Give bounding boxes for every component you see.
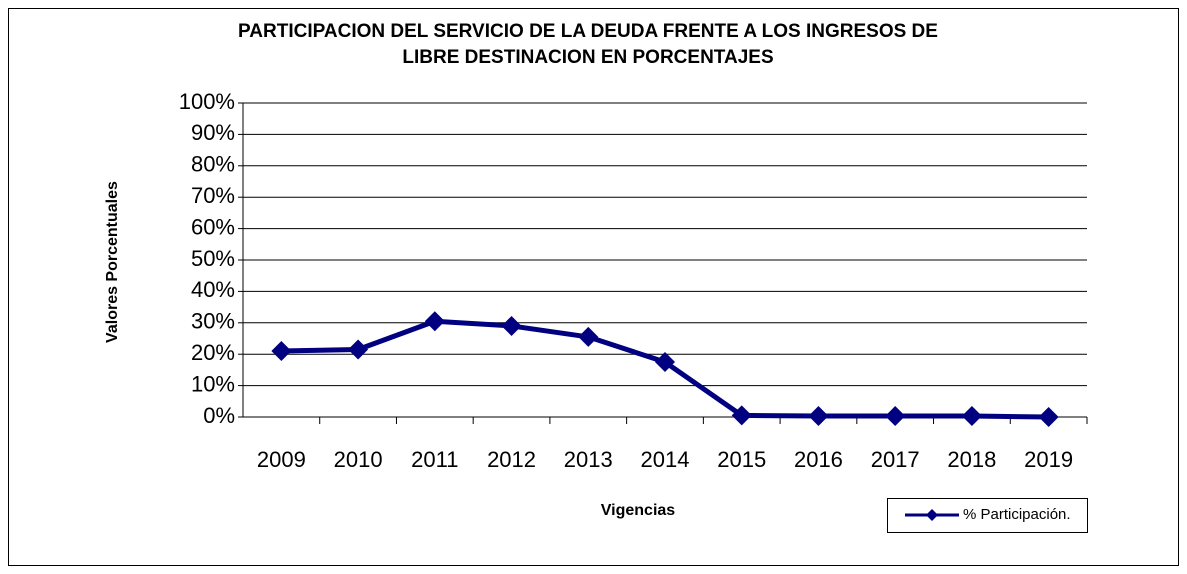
y-tick-label: 20% xyxy=(191,340,235,365)
x-tick-label: 2014 xyxy=(641,447,690,472)
y-tick-label: 70% xyxy=(191,183,235,208)
x-tick-label: 2010 xyxy=(334,447,383,472)
chart-border xyxy=(8,8,1179,566)
x-tick-label: 2018 xyxy=(947,447,996,472)
y-tick-label: 90% xyxy=(191,120,235,145)
y-tick-label: 100% xyxy=(179,89,235,114)
y-tick-label: 40% xyxy=(191,277,235,302)
marker xyxy=(655,352,675,373)
y-tick-label: 0% xyxy=(203,403,235,428)
x-tick-label: 2017 xyxy=(871,447,920,472)
y-tick-label: 80% xyxy=(191,152,235,177)
x-tick-label: 2012 xyxy=(487,447,536,472)
legend-marker xyxy=(926,509,938,521)
y-tick-label: 50% xyxy=(191,246,235,271)
x-axis-label: Vigencias xyxy=(601,502,676,519)
marker xyxy=(578,326,599,347)
y-tick-label: 10% xyxy=(191,371,235,396)
marker xyxy=(1038,407,1059,427)
chart-title: LIBRE DESTINACION EN PORCENTAJES xyxy=(402,47,773,68)
marker xyxy=(501,315,522,336)
marker xyxy=(348,339,369,360)
marker xyxy=(731,405,752,426)
y-axis-label: Valores Porcentuales xyxy=(104,181,121,343)
y-tick-label: 30% xyxy=(191,309,235,334)
x-tick-label: 2015 xyxy=(717,447,766,472)
chart-title: PARTICIPACION DEL SERVICIO DE LA DEUDA F… xyxy=(238,21,938,42)
x-tick-label: 2019 xyxy=(1024,447,1073,472)
x-tick-label: 2011 xyxy=(411,447,458,472)
x-tick-label: 2009 xyxy=(257,447,306,472)
y-tick-label: 60% xyxy=(191,214,235,239)
marker xyxy=(271,341,292,362)
marker xyxy=(808,406,829,427)
legend-label: % Participación. xyxy=(963,506,1071,523)
marker xyxy=(961,406,982,427)
x-tick-label: 2013 xyxy=(564,447,613,472)
marker xyxy=(885,406,906,427)
marker xyxy=(424,311,445,332)
x-tick-label: 2016 xyxy=(794,447,843,472)
